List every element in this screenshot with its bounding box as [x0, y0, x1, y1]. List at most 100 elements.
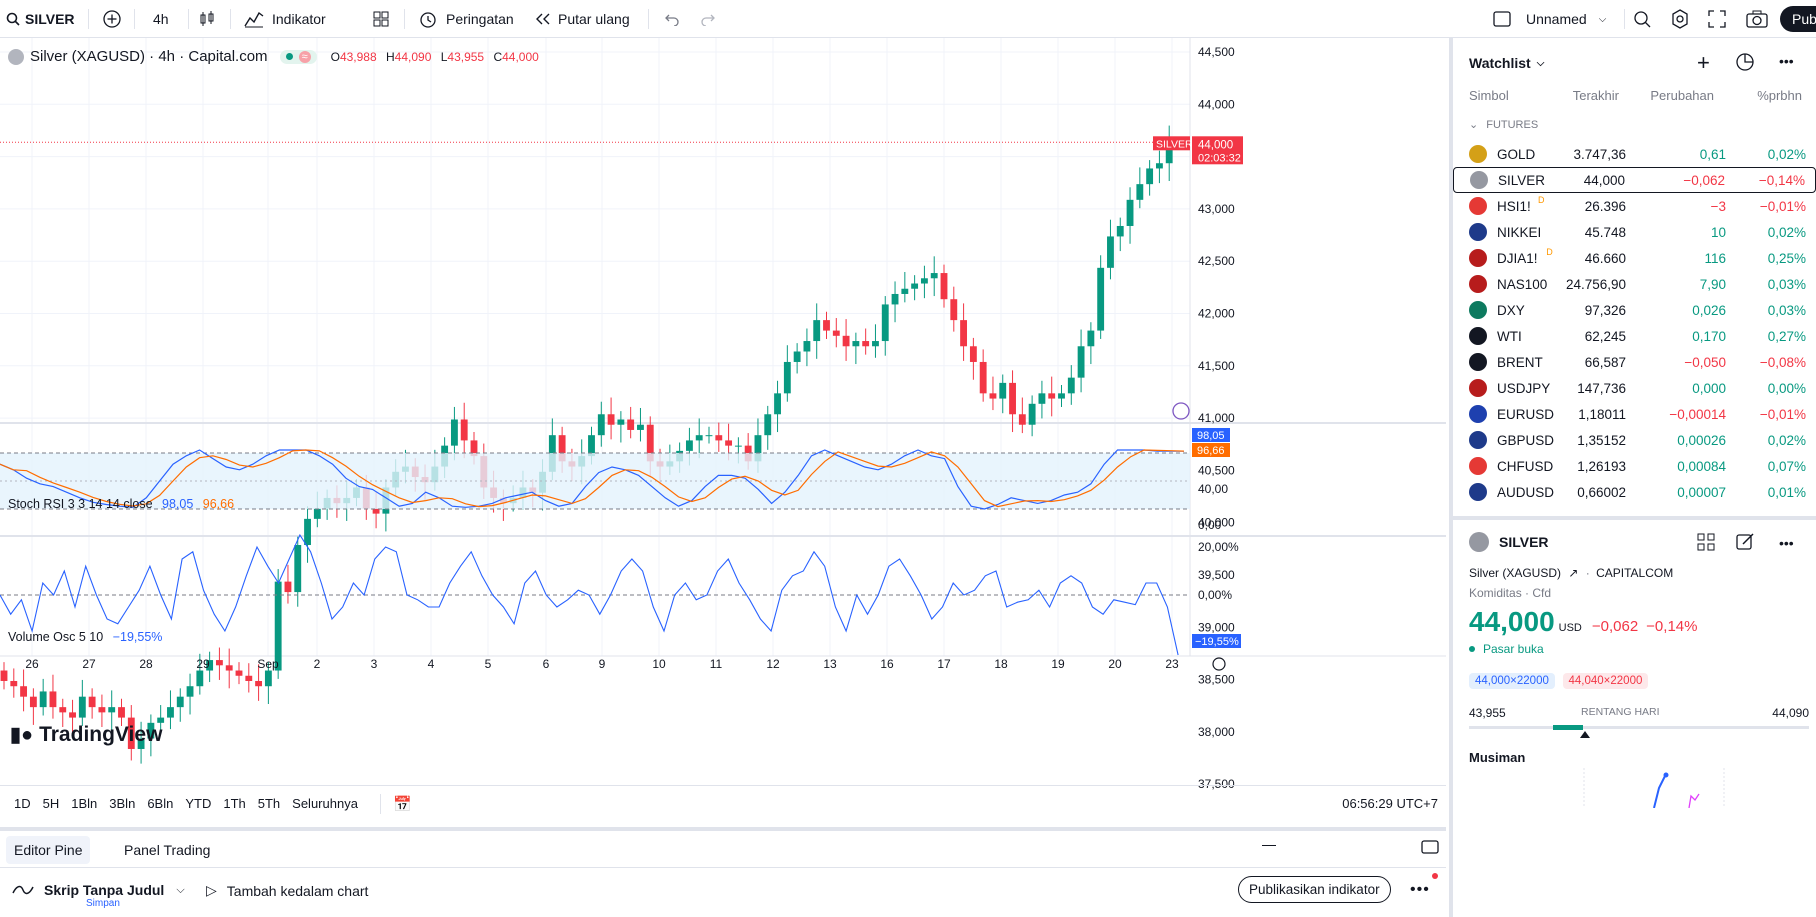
layout-menu[interactable]: Unnamed ⌵ — [1492, 0, 1606, 38]
quick-search-button[interactable] — [1632, 0, 1652, 38]
snapshot-button[interactable] — [1746, 0, 1768, 38]
undo-button[interactable] — [662, 0, 680, 38]
tab-pine-editor[interactable]: Editor Pine — [6, 836, 91, 864]
row-change: 0,00084 — [1677, 458, 1726, 474]
watchlist-row-silver[interactable]: SILVER 44,000 −0,062 −0,14% — [1453, 167, 1816, 193]
time-axis-label: 3 — [371, 657, 378, 671]
alerts-button[interactable]: Peringatan — [418, 0, 514, 38]
interval-button[interactable]: 4h — [153, 11, 169, 27]
seasonals-title[interactable]: Musiman — [1469, 750, 1526, 765]
axis-settings-icon[interactable] — [1212, 657, 1226, 671]
more-icon[interactable]: ••• — [1779, 53, 1794, 69]
add-symbol-icon[interactable]: + — [1697, 50, 1710, 75]
chart-area[interactable]: 44,50044,00043,50043,00042,50042,00041,5… — [0, 38, 1446, 824]
delayed-badge: D — [1546, 247, 1553, 257]
watchlist-row-djia1[interactable]: DJIA1! D 46.660 116 0,25% — [1453, 245, 1816, 271]
row-symbol: CHFUSD — [1497, 458, 1554, 474]
chart-canvas[interactable]: 44,50044,00043,50043,00042,50042,00041,5… — [0, 38, 1446, 824]
time-axis-label: 29 — [196, 657, 210, 671]
watchlist-row-usdjpy[interactable]: USDJPY 147,736 0,000 0,00% — [1453, 375, 1816, 401]
watchlist-row-nikkei[interactable]: NIKKEI 45.748 10 0,02% — [1453, 219, 1816, 245]
add-to-chart-button[interactable]: ▷ Tambah kedalam chart — [206, 882, 369, 899]
row-change: 0,61 — [1699, 146, 1726, 162]
stoch-rsi-legend[interactable]: Stoch RSI 3 3 14 14 close 98,05 96,66 — [8, 497, 234, 511]
save-link[interactable]: Simpan — [86, 898, 120, 909]
watchlist-row-audusd[interactable]: AUDUSD 0,66002 0,00007 0,01% — [1453, 479, 1816, 505]
watchlist-row-dxy[interactable]: DXY 97,326 0,026 0,03% — [1453, 297, 1816, 323]
row-symbol: EURUSD — [1497, 406, 1555, 422]
chart-type-button[interactable] — [198, 0, 216, 38]
settings-button[interactable] — [1670, 0, 1690, 38]
candle-body — [470, 440, 478, 457]
range-button[interactable]: YTD — [185, 796, 212, 811]
volume-osc-legend[interactable]: Volume Osc 5 10 −19,55% — [8, 630, 162, 644]
replay-button[interactable]: Putar ulang — [534, 0, 630, 38]
redo-button[interactable] — [700, 0, 718, 38]
col-symbol[interactable]: Simbol — [1469, 88, 1509, 103]
range-button[interactable]: 6Bln — [147, 796, 174, 811]
details-symbol[interactable]: SILVER — [1499, 534, 1549, 550]
col-change-pct[interactable]: %prbhn — [1757, 88, 1802, 103]
tab-trading-panel[interactable]: Panel Trading — [124, 842, 211, 858]
ask-pill[interactable]: 44,040×22000 — [1562, 673, 1649, 689]
alert-lightning-icon[interactable] — [1172, 402, 1190, 420]
minimize-icon[interactable] — [1262, 845, 1276, 846]
col-change[interactable]: Perubahan — [1650, 88, 1714, 103]
watchlist-row-nas100[interactable]: NAS100 24.756,90 7,90 0,03% — [1453, 271, 1816, 297]
tradingview-watermark[interactable]: ▮● TradingView — [10, 722, 163, 747]
more-options-icon[interactable]: ••• — [1410, 881, 1430, 898]
group-futures[interactable]: ⌄ FUTURES — [1469, 119, 1539, 131]
redo-icon — [701, 14, 715, 26]
maximize-icon[interactable] — [1420, 837, 1440, 860]
templates-button[interactable] — [372, 0, 390, 38]
range-button[interactable]: 1Th — [223, 796, 246, 811]
compare-button[interactable] — [102, 0, 122, 38]
watchlist-row-brent[interactable]: BRENT 66,587 −0,050 −0,08% — [1453, 349, 1816, 375]
symbol-logo-icon — [8, 48, 24, 65]
row-change-pct: 0,03% — [1767, 302, 1806, 318]
watchlist-row-eurusd[interactable]: EURUSD 1,18011 −0,00014 −0,01% — [1453, 401, 1816, 427]
range-button[interactable]: 3Bln — [109, 796, 136, 811]
panel-divider[interactable] — [1453, 516, 1816, 520]
col-last[interactable]: Terakhir — [1572, 88, 1619, 103]
market-status-badge[interactable]: ≈ — [279, 49, 317, 64]
bid-pill[interactable]: 44,000×22000 — [1469, 673, 1555, 689]
range-button[interactable]: Seluruhnya — [292, 796, 358, 811]
date-range-icon[interactable]: 📅 — [392, 795, 412, 813]
candle-body — [881, 304, 889, 342]
candle-body — [646, 424, 654, 462]
edit-icon[interactable] — [1735, 532, 1755, 555]
hsi1-logo-icon — [1469, 197, 1487, 215]
range-button[interactable]: 5Th — [257, 796, 281, 811]
range-button[interactable]: 5H — [42, 796, 60, 811]
range-button[interactable]: 1Bln — [71, 796, 98, 811]
candle-body — [940, 273, 948, 300]
external-link-icon[interactable]: ↗ — [1568, 566, 1579, 580]
candle-body — [98, 707, 106, 713]
candle-body — [118, 707, 125, 718]
candle-body — [78, 696, 86, 718]
publish-indicator-button[interactable]: Publikasikan indikator — [1238, 876, 1391, 903]
indicators-button[interactable]: Indikator — [244, 0, 326, 38]
grid-icon[interactable] — [1697, 533, 1715, 554]
fullscreen-button[interactable] — [1708, 0, 1726, 38]
market-status[interactable]: Pasar buka — [1469, 642, 1544, 656]
tradingview-logo-icon: ▮● — [10, 724, 34, 746]
range-button[interactable]: 1D — [14, 796, 31, 811]
row-change: −3 — [1710, 198, 1726, 214]
watchlist-row-gold[interactable]: GOLD 3.747,36 0,61 0,02% — [1453, 141, 1816, 167]
watchlist-row-chfusd[interactable]: CHFUSD 1,26193 0,00084 0,07% — [1453, 453, 1816, 479]
chart-clock[interactable]: 06:56:29 UTC+7 — [1342, 796, 1438, 811]
watchlist-row-gbpusd[interactable]: GBPUSD 1,35152 0,00026 0,02% — [1453, 427, 1816, 453]
symbol-search[interactable]: SILVER — [6, 0, 75, 38]
candle-body — [460, 419, 468, 441]
more-icon[interactable]: ••• — [1779, 535, 1794, 551]
watchlist-row-wti[interactable]: WTI 62,245 0,170 0,27% — [1453, 323, 1816, 349]
advanced-view-icon[interactable] — [1735, 52, 1755, 75]
watchlist-row-hsi1[interactable]: HSI1! D 26.396 −3 −0,01% — [1453, 193, 1816, 219]
row-change-pct: 0,01% — [1767, 484, 1806, 500]
script-selector[interactable]: Skrip Tanpa Judul Simpan ⌵ — [12, 882, 185, 909]
watchlist-title[interactable]: Watchlist ⌵ — [1469, 55, 1545, 71]
publish-button[interactable]: Pub — [1780, 6, 1816, 32]
price-axis-label: 38,500 — [1198, 673, 1235, 687]
